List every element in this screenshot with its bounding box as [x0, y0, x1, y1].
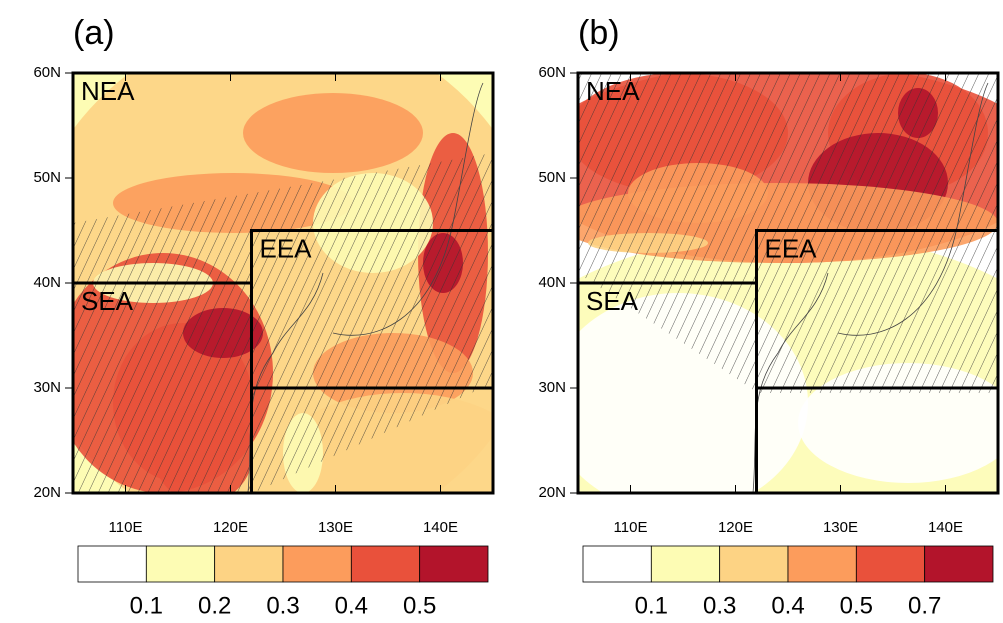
- lat-tick-label: 30N: [33, 379, 61, 396]
- colorbar-label: 0.4: [771, 592, 804, 619]
- lat-tick-label: 20N: [538, 484, 566, 501]
- lon-tick-label: 110E: [109, 519, 143, 536]
- colorbar-label: 0.7: [908, 592, 941, 619]
- colorbar-swatch: [145, 545, 216, 583]
- lat-tick-label: 60N: [538, 64, 566, 81]
- lon-tick-label: 110E: [614, 519, 648, 536]
- colorbar-label: 0.2: [198, 592, 231, 619]
- coastline: [247, 82, 484, 493]
- lat-tick-label: 30N: [538, 379, 566, 396]
- lon-tick-label: 140E: [423, 519, 458, 536]
- lat-tick-label: 40N: [33, 274, 61, 291]
- colorbar-label: 0.3: [266, 592, 299, 619]
- colorbar-label: 0.1: [635, 592, 668, 619]
- hatch: [73, 153, 493, 493]
- colorbar-swatch: [582, 545, 652, 583]
- colorbar-label: 0.1: [130, 592, 163, 619]
- lon-tick-label: 130E: [318, 519, 353, 536]
- panel-label: (b): [578, 14, 620, 52]
- region-label: NEA: [586, 76, 640, 106]
- colorbar-swatch: [419, 545, 489, 583]
- region-label: EEA: [765, 233, 818, 263]
- region-label: EEA: [260, 233, 313, 263]
- region-box: [250, 229, 495, 390]
- lon-tick-label: 120E: [213, 519, 248, 536]
- coastline: [752, 82, 989, 493]
- map-field: [578, 73, 998, 493]
- colorbar-swatch: [282, 545, 352, 583]
- lat-tick-label: 60N: [33, 64, 61, 81]
- colorbar-label: 0.5: [840, 592, 873, 619]
- colorbar-swatch: [77, 545, 147, 583]
- lat-tick-label: 50N: [33, 169, 61, 186]
- colorbar-label: 0.5: [403, 592, 436, 619]
- colorbar-swatch: [214, 545, 284, 583]
- region-label: NEA: [81, 76, 135, 106]
- lat-tick-label: 50N: [538, 169, 566, 186]
- field-blob: [243, 93, 423, 173]
- colorbar-swatch: [924, 545, 994, 583]
- lon-tick-label: 120E: [718, 519, 753, 536]
- colorbar-label: 0.3: [703, 592, 736, 619]
- region-box: [755, 229, 1000, 390]
- colorbar-swatch: [855, 545, 926, 583]
- colorbar-label: 0.4: [335, 592, 368, 619]
- hatch: [578, 73, 998, 393]
- lat-tick-label: 20N: [33, 484, 61, 501]
- region-label: SEA: [81, 286, 134, 316]
- colorbar-swatch: [787, 545, 857, 583]
- lon-tick-label: 130E: [823, 519, 858, 536]
- colorbar-swatch: [650, 545, 721, 583]
- colorbar-swatch: [719, 545, 789, 583]
- lon-tick-label: 140E: [928, 519, 963, 536]
- region-label: SEA: [586, 286, 639, 316]
- lat-tick-label: 40N: [538, 274, 566, 291]
- panel-label: (a): [73, 14, 115, 52]
- field-blob: [798, 363, 998, 483]
- colorbar-swatch: [350, 545, 421, 583]
